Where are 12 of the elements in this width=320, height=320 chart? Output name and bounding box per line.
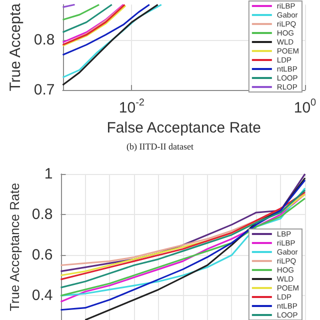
x-axis-title: False Acceptance Rate xyxy=(106,119,262,136)
y-axis-title: True Acceptance Rate xyxy=(7,182,22,312)
y-tick-label: 0.7 xyxy=(34,82,55,98)
text: (b) IITD-II dataset xyxy=(126,142,194,152)
line-series xyxy=(60,179,306,311)
y-tick-label: 0.8 xyxy=(34,31,55,48)
y-tick-label: 0.6 xyxy=(32,246,53,264)
y-tick-label: 0.4 xyxy=(32,287,53,304)
y-axis-title: True Accepta xyxy=(7,2,24,92)
line-series xyxy=(84,177,306,320)
y-tick-label: 1 xyxy=(44,166,53,182)
y-tick-label: 0.8 xyxy=(32,206,53,224)
